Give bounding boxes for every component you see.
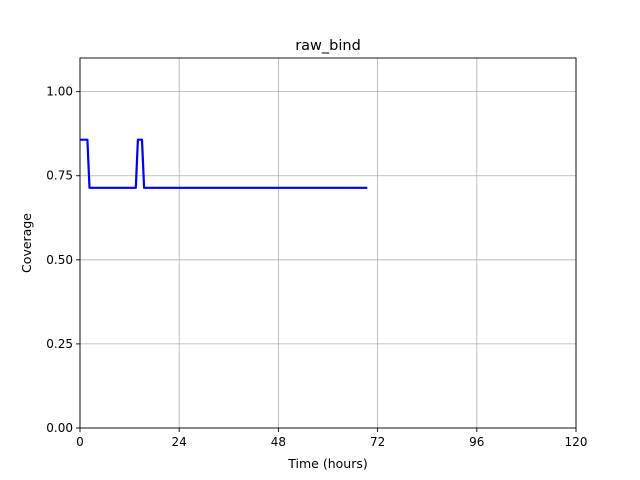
grid <box>79 58 577 429</box>
x-tick-label: 24 <box>172 435 187 449</box>
series-layer <box>80 138 368 189</box>
x-tick-label: 72 <box>370 435 385 449</box>
x-tick-label: 120 <box>565 435 588 449</box>
x-tick-label: 96 <box>469 435 484 449</box>
series-line <box>80 138 368 189</box>
plot-frame <box>79 57 577 429</box>
y-tick-label: 0.75 <box>46 169 73 183</box>
y-axis-label: Coverage <box>19 213 34 273</box>
y-tick-label: 1.00 <box>46 85 73 99</box>
chart-title: raw_bind <box>295 38 361 54</box>
ticks: 0 24 48 72 96 120 0.00 0.25 0.50 0.75 1.00 <box>46 85 587 449</box>
x-tick-label: 48 <box>271 435 286 449</box>
y-tick-label: 0.50 <box>46 253 73 267</box>
y-tick-label: 0.25 <box>46 337 73 351</box>
y-tick-label: 0.00 <box>46 421 73 435</box>
x-tick-label: 0 <box>76 435 84 449</box>
x-axis-label: Time (hours) <box>287 456 367 471</box>
